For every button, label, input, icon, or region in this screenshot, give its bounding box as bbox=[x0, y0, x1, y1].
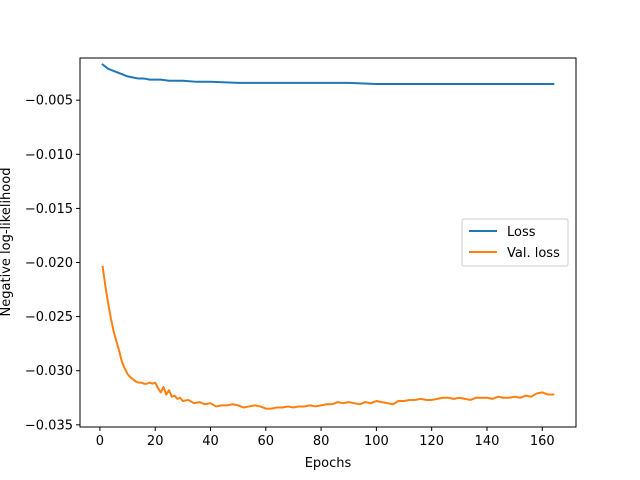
x-tick-label: 160 bbox=[530, 434, 555, 449]
y-tick-label: −0.035 bbox=[25, 418, 73, 433]
y-tick-label: −0.025 bbox=[25, 310, 73, 325]
x-tick-label: 100 bbox=[364, 434, 389, 449]
legend-label-val-loss: Val. loss bbox=[507, 246, 560, 261]
legend: Loss Val. loss bbox=[461, 218, 569, 267]
y-axis-ticks: −0.035 −0.030 −0.025 −0.020 −0.015 −0.010 −0.0… bbox=[25, 94, 80, 433]
series-line-loss bbox=[101, 63, 555, 85]
y-tick-label: −0.005 bbox=[25, 94, 73, 109]
y-tick-label: −0.010 bbox=[25, 148, 73, 163]
x-tick-label: 80 bbox=[313, 434, 330, 449]
plot-frame bbox=[79, 57, 577, 428]
x-tick-label: 60 bbox=[258, 434, 275, 449]
x-axis-ticks: 0 20 40 60 80 100 120 140 160 bbox=[96, 427, 555, 449]
y-tick-label: −0.030 bbox=[25, 364, 73, 379]
series-line-val-loss bbox=[101, 265, 555, 410]
y-tick-label: −0.015 bbox=[25, 202, 73, 217]
series-layer bbox=[101, 63, 555, 410]
x-tick-label: 140 bbox=[475, 434, 500, 449]
x-tick-label: 0 bbox=[96, 434, 104, 449]
x-tick-label: 40 bbox=[202, 434, 219, 449]
x-tick-label: 120 bbox=[419, 434, 444, 449]
y-axis-label: Negative log-likelihood bbox=[0, 168, 14, 317]
x-axis-label: Epochs bbox=[305, 456, 352, 471]
y-tick-label: −0.020 bbox=[25, 256, 73, 271]
legend-label-loss: Loss bbox=[507, 225, 536, 240]
x-tick-label: 20 bbox=[147, 434, 164, 449]
